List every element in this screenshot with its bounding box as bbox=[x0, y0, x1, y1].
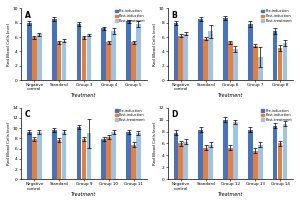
Bar bbox=[233, 122, 238, 179]
Legend: Pre-induction, Post-induction, Post-treatment: Pre-induction, Post-induction, Post-trea… bbox=[261, 9, 292, 23]
Bar bbox=[136, 24, 141, 80]
Bar bbox=[57, 42, 62, 80]
Bar bbox=[273, 31, 278, 80]
Bar bbox=[82, 139, 86, 179]
Bar bbox=[203, 148, 208, 179]
Y-axis label: Red Blood Cells level: Red Blood Cells level bbox=[7, 23, 11, 66]
Bar bbox=[126, 21, 131, 80]
Bar bbox=[126, 132, 131, 179]
Bar bbox=[278, 143, 282, 179]
Bar bbox=[52, 19, 56, 80]
Bar bbox=[173, 23, 178, 80]
Bar bbox=[273, 126, 278, 179]
Bar bbox=[106, 42, 111, 80]
Bar bbox=[106, 137, 111, 179]
Bar bbox=[233, 49, 238, 80]
Bar bbox=[228, 42, 233, 80]
Bar bbox=[32, 37, 37, 80]
Bar bbox=[76, 127, 81, 179]
Bar bbox=[37, 34, 42, 80]
Bar bbox=[86, 133, 91, 179]
Bar bbox=[62, 132, 66, 179]
Bar bbox=[258, 57, 262, 80]
Bar bbox=[248, 24, 253, 80]
Bar bbox=[198, 130, 203, 179]
Bar bbox=[37, 132, 42, 179]
Bar bbox=[57, 140, 62, 179]
Bar bbox=[32, 139, 37, 179]
Bar bbox=[111, 132, 116, 179]
Bar bbox=[101, 139, 106, 179]
Legend: Pre-induction, Post-induction, Post-treatment: Pre-induction, Post-induction, Post-trea… bbox=[115, 108, 146, 122]
Bar bbox=[183, 142, 188, 179]
Bar bbox=[253, 151, 258, 179]
Bar bbox=[27, 23, 32, 80]
Bar bbox=[82, 37, 86, 80]
Bar bbox=[52, 130, 56, 179]
Bar bbox=[283, 43, 287, 80]
Text: C: C bbox=[25, 110, 31, 119]
Bar bbox=[131, 144, 136, 179]
Bar bbox=[136, 133, 141, 179]
Bar bbox=[223, 18, 228, 80]
Bar bbox=[223, 120, 228, 179]
Bar bbox=[101, 29, 106, 80]
Bar bbox=[111, 31, 116, 80]
Legend: Pre-induction, Post-induction, Post-treatment: Pre-induction, Post-induction, Post-trea… bbox=[115, 9, 146, 23]
Text: B: B bbox=[172, 11, 177, 20]
X-axis label: Treatment: Treatment bbox=[71, 93, 97, 98]
Bar bbox=[76, 24, 81, 80]
Y-axis label: Red Blood Cells level: Red Blood Cells level bbox=[154, 122, 158, 165]
Bar bbox=[198, 19, 203, 80]
Text: A: A bbox=[25, 11, 31, 20]
Bar bbox=[283, 124, 287, 179]
Bar bbox=[86, 35, 91, 80]
Bar bbox=[228, 148, 233, 179]
Bar bbox=[27, 132, 32, 179]
Bar bbox=[183, 33, 188, 80]
Legend: Pre-induction, Post-induction, Post-treatment: Pre-induction, Post-induction, Post-trea… bbox=[261, 108, 292, 122]
Text: D: D bbox=[172, 110, 178, 119]
Y-axis label: Red Blood Cells level: Red Blood Cells level bbox=[154, 23, 158, 66]
X-axis label: Treatment: Treatment bbox=[218, 93, 243, 98]
Bar bbox=[131, 42, 136, 80]
Bar bbox=[203, 39, 208, 80]
Bar bbox=[278, 48, 282, 80]
Bar bbox=[173, 133, 178, 179]
X-axis label: Treatment: Treatment bbox=[218, 192, 243, 197]
Y-axis label: Red Blood Cells level: Red Blood Cells level bbox=[7, 122, 11, 165]
Bar bbox=[248, 130, 253, 179]
Bar bbox=[178, 36, 183, 80]
X-axis label: Treatment: Treatment bbox=[71, 192, 97, 197]
Bar bbox=[258, 145, 262, 179]
Bar bbox=[62, 41, 66, 80]
Bar bbox=[208, 31, 213, 80]
Bar bbox=[253, 46, 258, 80]
Bar bbox=[178, 143, 183, 179]
Bar bbox=[208, 145, 213, 179]
